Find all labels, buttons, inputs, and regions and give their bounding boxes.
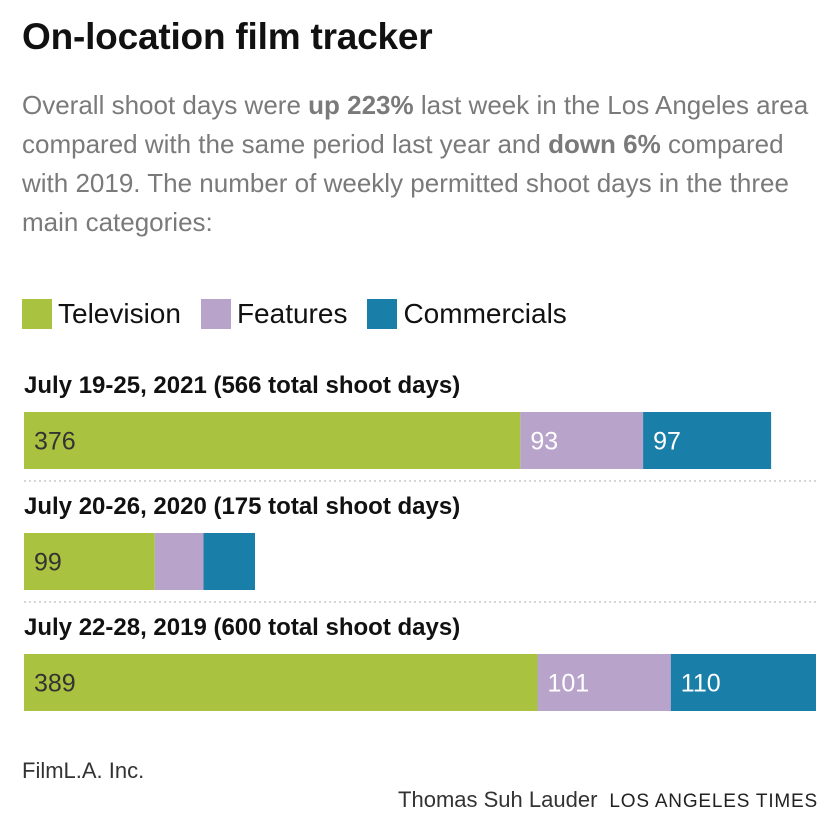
bar-segment-features	[520, 412, 644, 469]
legend-label: Television	[58, 298, 181, 329]
data-label: 376	[34, 428, 76, 456]
bar-segment-television	[24, 412, 521, 469]
data-label: 110	[681, 670, 721, 698]
bar-segment-features	[154, 533, 204, 590]
bar-segment-television	[24, 654, 538, 711]
legend: Television Features Commercials	[22, 298, 587, 330]
data-label: 389	[34, 670, 76, 698]
legend-item-commercials: Commercials	[367, 298, 567, 330]
data-label: 97	[653, 428, 681, 456]
byline: Thomas Suh Lauder	[398, 787, 598, 812]
data-label: 99	[34, 549, 62, 577]
bar-segment-commercials	[670, 654, 816, 711]
legend-item-television: Television	[22, 298, 181, 330]
subtitle-text: Overall shoot days were	[22, 90, 309, 120]
chart-title: On-location film tracker	[22, 16, 433, 57]
subtitle-highlight: down 6%	[548, 129, 661, 159]
bar-segment-features	[537, 654, 671, 711]
bar-segment-commercials	[643, 412, 772, 469]
stacked-bar-chart: July 19-25, 2021 (566 total shoot days) 3…	[0, 360, 840, 730]
bar-segment-commercials	[203, 533, 255, 590]
chart-svg: July 19-25, 2021 (566 total shoot days) 3…	[24, 372, 816, 711]
subtitle-text: last week in the Los Angeles area compar…	[22, 90, 809, 159]
chart-subtitle: Overall shoot days were up 223% last wee…	[22, 86, 812, 242]
legend-swatch	[367, 299, 398, 329]
subtitle-highlight: up 223%	[308, 90, 414, 120]
source-note: FilmL.A. Inc.	[22, 758, 145, 783]
legend-swatch	[200, 299, 231, 329]
category-label: July 19-25, 2021 (566 total shoot days)	[24, 372, 460, 399]
category-label: July 22-28, 2019 (600 total shoot days)	[24, 614, 460, 641]
data-label: 101	[547, 670, 589, 698]
outlet-logo: LOS ANGELES TIMES	[609, 791, 818, 812]
bar-segment-television	[24, 533, 155, 590]
category-label: July 20-26, 2020 (175 total shoot days)	[24, 493, 460, 520]
subtitle-text: compared with 2019. The number of weekly…	[22, 129, 789, 237]
legend-swatch	[22, 299, 52, 329]
legend-label: Features	[236, 298, 348, 329]
legend-label: Commercials	[403, 298, 567, 329]
credit-line: Thomas Suh Lauder LOS ANGELES TIMES	[398, 787, 818, 813]
data-label: 93	[530, 428, 558, 456]
legend-item-features: Features	[200, 298, 348, 330]
